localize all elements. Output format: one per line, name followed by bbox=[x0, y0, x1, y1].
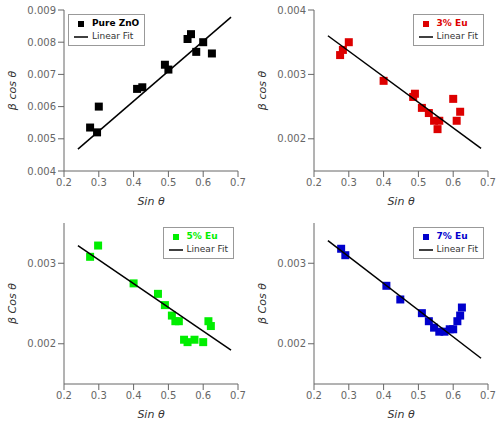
svg-text:Sin θ: Sin θ bbox=[137, 195, 165, 208]
svg-text:0.7: 0.7 bbox=[480, 390, 492, 401]
html-text:3% Eu: 3% Eu bbox=[436, 18, 468, 28]
svg-text:0.6: 0.6 bbox=[195, 177, 211, 188]
svg-text:0.3: 0.3 bbox=[91, 390, 107, 401]
svg-text:0.2: 0.2 bbox=[306, 177, 322, 188]
svg-text:0.003: 0.003 bbox=[277, 69, 306, 80]
svg-text:β cos θ: β cos θ bbox=[8, 71, 19, 112]
svg-text:0.007: 0.007 bbox=[27, 69, 56, 80]
svg-text:0.005: 0.005 bbox=[27, 133, 56, 144]
html-text:Pure ZnO: Pure ZnO bbox=[92, 18, 140, 28]
svg-text:0.5: 0.5 bbox=[410, 177, 426, 188]
svg-text:0.4: 0.4 bbox=[126, 390, 142, 401]
svg-text:0.6: 0.6 bbox=[445, 177, 461, 188]
svg-text:0.002: 0.002 bbox=[277, 133, 306, 144]
svg-text:0.009: 0.009 bbox=[27, 5, 56, 16]
html-text:Linear Fit: Linear Fit bbox=[92, 31, 134, 41]
svg-text:0.2: 0.2 bbox=[56, 177, 72, 188]
svg-text:0.008: 0.008 bbox=[27, 37, 56, 48]
svg-text:0.3: 0.3 bbox=[341, 390, 357, 401]
svg-text:0.7: 0.7 bbox=[230, 177, 246, 188]
svg-text:0.5: 0.5 bbox=[160, 177, 176, 188]
svg-text:0.5: 0.5 bbox=[160, 390, 176, 401]
svg-text:0.7: 0.7 bbox=[480, 177, 492, 188]
svg-text:0.004: 0.004 bbox=[277, 5, 306, 16]
html-text:Linear Fit: Linear Fit bbox=[436, 244, 478, 254]
svg-text:0.002: 0.002 bbox=[27, 338, 56, 349]
svg-text:0.2: 0.2 bbox=[56, 390, 72, 401]
svg-text:Sin θ: Sin θ bbox=[387, 195, 415, 208]
svg-text:β Cos θ: β Cos θ bbox=[256, 283, 269, 325]
svg-text:0.3: 0.3 bbox=[341, 177, 357, 188]
svg-text:0.2: 0.2 bbox=[306, 390, 322, 401]
svg-text:0.4: 0.4 bbox=[126, 177, 142, 188]
svg-text:0.3: 0.3 bbox=[91, 177, 107, 188]
html-text:Linear Fit: Linear Fit bbox=[436, 31, 478, 41]
svg-text:Sin θ: Sin θ bbox=[387, 408, 415, 421]
svg-text:0.4: 0.4 bbox=[376, 177, 392, 188]
html-text:Linear Fit: Linear Fit bbox=[186, 244, 228, 254]
svg-text:0.4: 0.4 bbox=[376, 390, 392, 401]
svg-text:0.004: 0.004 bbox=[27, 166, 56, 177]
svg-text:Sin θ: Sin θ bbox=[137, 408, 165, 421]
svg-text:β Cos θ: β Cos θ bbox=[8, 283, 19, 325]
svg-text:0.002: 0.002 bbox=[277, 338, 306, 349]
svg-text:0.006: 0.006 bbox=[27, 101, 56, 112]
svg-text:0.003: 0.003 bbox=[27, 258, 56, 269]
svg-text:0.6: 0.6 bbox=[195, 390, 211, 401]
svg-text:0.6: 0.6 bbox=[445, 390, 461, 401]
svg-text:β cos θ: β cos θ bbox=[256, 71, 269, 112]
svg-text:0.5: 0.5 bbox=[410, 390, 426, 401]
html-text:5% Eu: 5% Eu bbox=[186, 231, 218, 241]
svg-text:0.7: 0.7 bbox=[230, 390, 246, 401]
svg-text:0.003: 0.003 bbox=[277, 258, 306, 269]
html-text:7% Eu: 7% Eu bbox=[436, 231, 468, 241]
